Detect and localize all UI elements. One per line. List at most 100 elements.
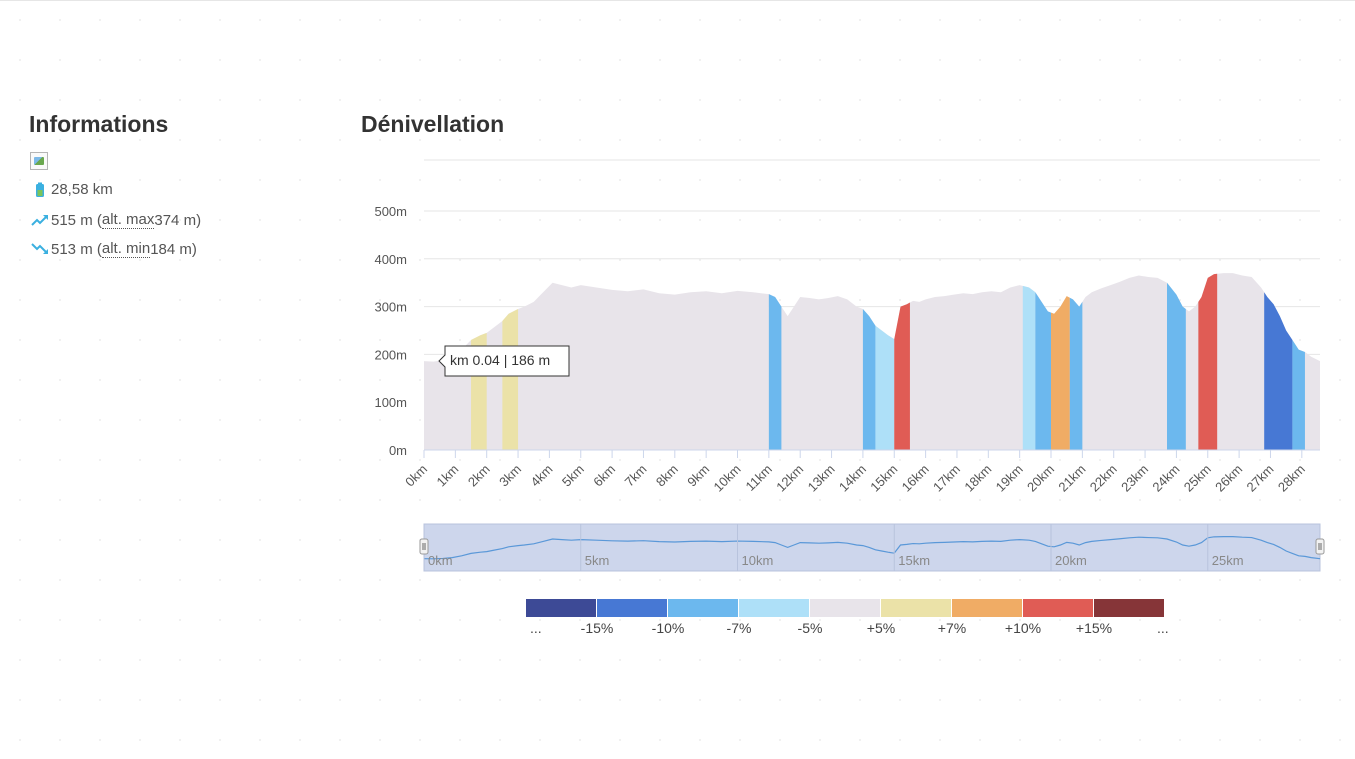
x-tick-label: 20km (1024, 462, 1057, 495)
legend-label: -5% (798, 620, 823, 636)
slope-segment (862, 308, 876, 450)
descent-value: 513 m ( (51, 240, 102, 258)
legend-swatch (1094, 599, 1164, 617)
x-tick-label: 22km (1087, 462, 1120, 495)
slope-segment (768, 294, 782, 450)
x-tick-label: 6km (590, 462, 618, 490)
legend-swatch (1023, 599, 1093, 617)
y-tick-label: 0m (389, 443, 407, 458)
info-heading: Informations (29, 111, 169, 137)
x-tick-label: 14km (836, 462, 869, 495)
navigator-right-handle[interactable] (1315, 538, 1325, 555)
x-tick-label: 10km (711, 462, 744, 495)
x-tick-label: 19km (993, 462, 1026, 495)
tooltip-text: km 0.04 | 186 m (450, 352, 550, 368)
slope-segment (1051, 296, 1070, 450)
slope-legend: ... -15% -10% -7% -5% +5% +7% +10% +15%... (526, 599, 1169, 636)
x-tick-label: 5km (559, 462, 587, 490)
x-axis: 0km 1km 2km 3km 4km 5km 6km 7km 8km 9km10km11km12… (402, 449, 1320, 495)
slope-segment (502, 308, 519, 450)
legend-swatch (668, 599, 738, 617)
x-tick-label: 0km (402, 462, 430, 490)
x-tick-label: 7km (622, 462, 650, 490)
navigator-tick-label: 5km (585, 553, 610, 568)
slope-segment (1198, 273, 1218, 450)
tooltip: km 0.04 | 186 m (438, 345, 570, 377)
slope-segment (1069, 297, 1083, 450)
distance-value: 28,58 km (51, 181, 113, 198)
navigator-left-handle[interactable] (419, 538, 429, 555)
x-tick-label: 2km (465, 462, 493, 490)
legend-label: -10% (652, 620, 685, 636)
x-tick-label: 23km (1118, 462, 1151, 495)
alt-max-value: 374 m) (154, 211, 202, 229)
y-tick-label: 200m (374, 347, 407, 362)
map-thumbnail-image (30, 152, 48, 170)
alt-min-value: 184 m) (150, 240, 197, 258)
x-tick-label: 12km (773, 462, 806, 495)
elevation-chart-title: Dénivellation (361, 111, 505, 137)
x-tick-label: 28km (1275, 462, 1308, 495)
y-tick-label: 100m (374, 395, 407, 410)
x-tick-label: 18km (961, 462, 994, 495)
slope-segment (1167, 282, 1186, 450)
ascent-row: 515 m (alt. max 374 m) (31, 211, 201, 229)
elevation-area (424, 273, 1320, 450)
legend-label: ... (1157, 620, 1169, 636)
navigator-tick-label: 0km (428, 553, 453, 568)
x-tick-label: 26km (1212, 462, 1245, 495)
x-tick-label: 16km (899, 462, 932, 495)
navigator-tick-label: 10km (742, 553, 774, 568)
navigator-tick-label: 25km (1212, 553, 1244, 568)
navigator-tick-label: 20km (1055, 553, 1087, 568)
legend-label: +15% (1076, 620, 1112, 636)
x-tick-label: 4km (528, 462, 556, 490)
alt-min-abbr: alt. min (101, 240, 151, 258)
navigator: 0km 5km 10km 15km 20km 25km (419, 523, 1325, 572)
distance-row: 28,58 km (31, 181, 113, 198)
y-tick-label: 500m (374, 204, 407, 219)
slope-segment (875, 325, 895, 450)
slope-segment (1022, 285, 1036, 450)
x-tick-label: 11km (743, 462, 775, 494)
x-tick-label: 24km (1149, 462, 1182, 495)
slope-segment (1035, 292, 1052, 450)
legend-label: -7% (727, 620, 752, 636)
x-tick-label: 15km (867, 462, 900, 495)
x-tick-label: 3km (496, 462, 524, 490)
legend-swatch (881, 599, 951, 617)
legend-label: ... (530, 620, 542, 636)
navigator-tick-label: 15km (898, 553, 930, 568)
legend-swatch (739, 599, 809, 617)
slope-segment (1292, 340, 1305, 450)
top-divider (0, 0, 1355, 1)
slope-segment (1264, 292, 1293, 450)
tooltip-box (438, 345, 570, 377)
descent-icon (31, 241, 49, 257)
y-tick-label: 300m (374, 300, 407, 315)
legend-swatch (526, 599, 596, 617)
alt-max-abbr: alt. max (101, 211, 155, 229)
legend-swatch (810, 599, 880, 617)
ascent-value: 515 m ( (51, 211, 102, 229)
legend-label: +5% (867, 620, 895, 636)
legend-label: -15% (581, 620, 614, 636)
x-tick-label: 17km (930, 462, 963, 495)
x-tick-label: 1km (433, 462, 461, 490)
x-tick-label: 25km (1181, 462, 1214, 495)
descent-row: 513 m (alt. min 184 m) (31, 240, 197, 258)
legend-swatch (597, 599, 667, 617)
ascent-icon (31, 212, 49, 228)
x-tick-label: 9km (684, 462, 712, 490)
legend-label: +10% (1005, 620, 1041, 636)
x-tick-label: 21km (1055, 462, 1088, 495)
slope-segment (894, 302, 910, 450)
x-tick-label: 13km (805, 462, 838, 495)
navigator-series (423, 536, 1321, 560)
legend-label: +7% (938, 620, 966, 636)
legend-swatch (952, 599, 1022, 617)
navigator-window[interactable] (423, 523, 1321, 572)
x-tick-label: 27km (1243, 462, 1276, 495)
battery-icon (31, 182, 49, 198)
